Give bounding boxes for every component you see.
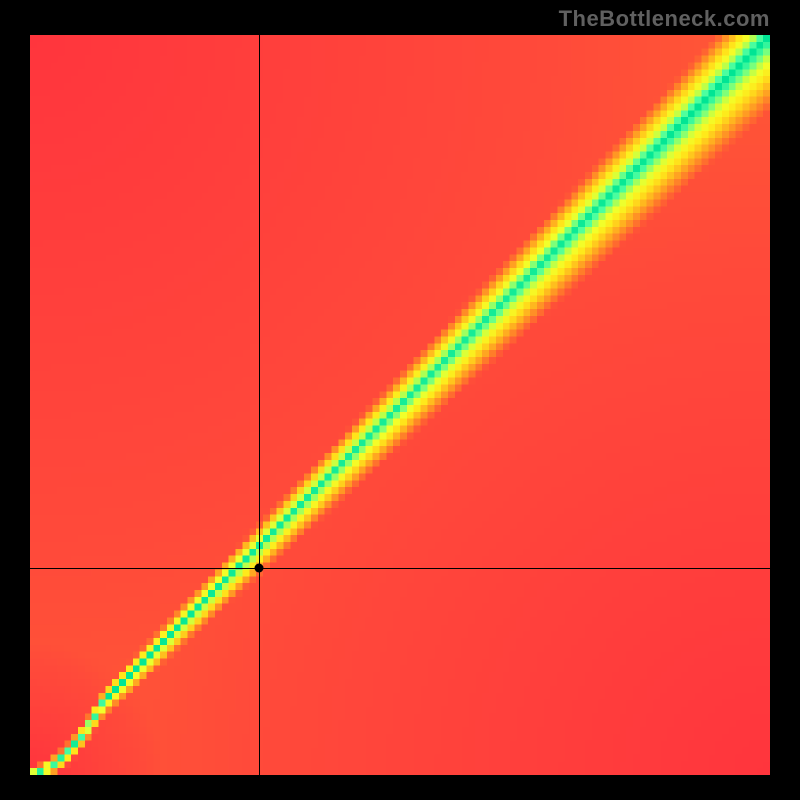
chart-stage: TheBottleneck.com — [0, 0, 800, 800]
heatmap-canvas — [30, 35, 770, 775]
crosshair-vertical — [259, 35, 260, 775]
watermark-text: TheBottleneck.com — [559, 6, 770, 32]
crosshair-horizontal — [30, 568, 770, 569]
heatmap-canvas-wrap — [30, 35, 770, 775]
marker-dot — [255, 563, 264, 572]
